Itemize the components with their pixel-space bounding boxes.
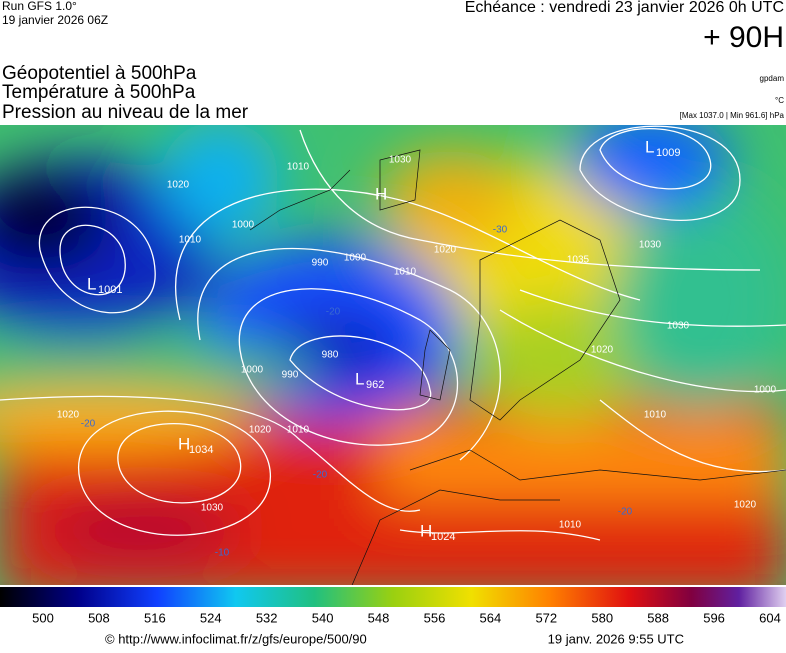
colorbar-tick-label: 548 bbox=[368, 610, 390, 625]
colorbar-tick-label: 500 bbox=[32, 610, 54, 625]
pressure-center: H bbox=[375, 184, 387, 203]
temperature-label: -30 bbox=[493, 225, 508, 236]
temperature-label: -20 bbox=[618, 507, 633, 518]
isobar-label: 1020 bbox=[434, 245, 457, 256]
unit: gpdam bbox=[760, 74, 785, 83]
colorbar-tick-label: 604 bbox=[759, 610, 781, 625]
isobar-label: 1020 bbox=[249, 425, 272, 436]
temperature-label: -10 bbox=[215, 548, 230, 559]
temperature-label: -20 bbox=[326, 307, 341, 318]
run-date: 19 janvier 2026 06Z bbox=[2, 13, 108, 27]
isobar-label: 1020 bbox=[591, 345, 614, 356]
isobar-label: 1010 bbox=[394, 267, 417, 278]
colorbar-tick-label: 508 bbox=[88, 610, 110, 625]
isobar-label: 1010 bbox=[287, 162, 310, 173]
colorbar bbox=[0, 587, 786, 607]
colorbar-tick-label: 580 bbox=[591, 610, 613, 625]
colorbar-tick-label: 588 bbox=[647, 610, 669, 625]
offset: + 90H bbox=[703, 21, 784, 54]
isobar-label: 1000 bbox=[754, 385, 777, 396]
isobar-label: 1010 bbox=[644, 410, 667, 421]
isobar-label: 1010 bbox=[179, 235, 202, 246]
pressure-center: L bbox=[87, 274, 96, 293]
isobar-label: 1020 bbox=[167, 180, 190, 191]
isobar-label: 1000 bbox=[241, 365, 264, 376]
unit: [Max 1037.0 | Min 961.6] hPa bbox=[680, 111, 785, 120]
colorbar-tick-label: 572 bbox=[535, 610, 557, 625]
isobar-label: 1030 bbox=[667, 321, 690, 332]
title: Température à 500hPa bbox=[2, 82, 196, 103]
colorbar-tick-label: 524 bbox=[200, 610, 222, 625]
isobar-label: 990 bbox=[312, 258, 329, 269]
title: Pression au niveau de la mer bbox=[2, 102, 249, 123]
colorbar-tick-label: 596 bbox=[703, 610, 725, 625]
colorbar-tick-label: 564 bbox=[480, 610, 502, 625]
isobar-label: 990 bbox=[282, 370, 299, 381]
isobar-label: 1020 bbox=[734, 500, 757, 511]
title: Géopotentiel à 500hPa bbox=[2, 63, 197, 84]
isobar-label: 1035 bbox=[567, 255, 590, 266]
pressure-center: H bbox=[420, 521, 432, 540]
pressure-value: 1009 bbox=[656, 147, 680, 159]
isobar-label: 1030 bbox=[639, 240, 662, 251]
pressure-value: 1001 bbox=[98, 284, 122, 296]
isobar-label: 1030 bbox=[389, 155, 412, 166]
pressure-center: H bbox=[178, 434, 190, 453]
isobar-label: 980 bbox=[322, 350, 339, 361]
isobar-label: 1030 bbox=[201, 503, 224, 514]
pressure-value: 1034 bbox=[189, 444, 213, 456]
temperature-label: -20 bbox=[81, 419, 96, 430]
colorbar-tick-label: 556 bbox=[424, 610, 446, 625]
footer-time: 19 janv. 2026 9:55 UTC bbox=[548, 631, 684, 646]
colorbar-tick-label: 516 bbox=[144, 610, 166, 625]
unit: °C bbox=[775, 96, 784, 105]
isobar-label: 1010 bbox=[287, 425, 310, 436]
isobar-label: 1010 bbox=[559, 520, 582, 531]
isobar-label: 1020 bbox=[57, 410, 80, 421]
isobar-label: 1000 bbox=[344, 253, 367, 264]
map bbox=[0, 125, 786, 585]
colorbar-tick-label: 540 bbox=[312, 610, 334, 625]
run: Run GFS 1.0° bbox=[2, 0, 77, 13]
footer-url: © http://www.infoclimat.fr/z/gfs/europe/… bbox=[105, 631, 367, 646]
pressure-value: 1024 bbox=[431, 531, 455, 543]
pressure-value: 962 bbox=[366, 379, 384, 391]
echeance: Echéance : vendredi 23 janvier 2026 0h U… bbox=[465, 0, 784, 16]
colorbar-tick-label: 532 bbox=[256, 610, 278, 625]
isobar-label: 1000 bbox=[232, 220, 255, 231]
temperature-label: -20 bbox=[313, 470, 328, 481]
pressure-center: L bbox=[645, 137, 654, 156]
pressure-center: L bbox=[355, 369, 364, 388]
